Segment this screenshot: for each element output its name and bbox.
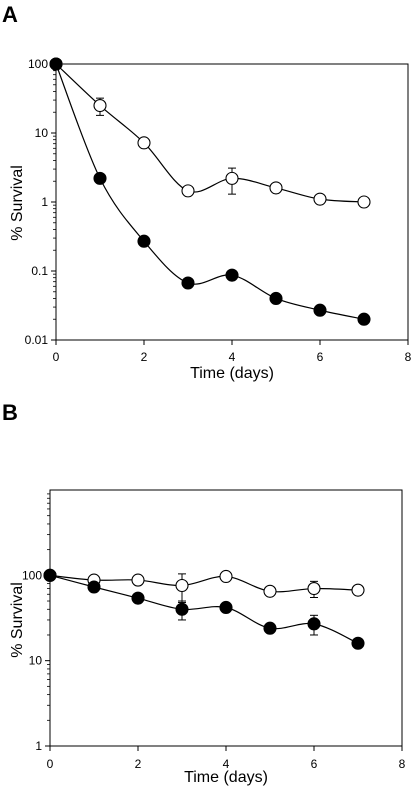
chart-panel-a: 0 2 4 6 8 0.01 0.1 1 10 100 Time (days) % Survival [9, 57, 412, 382]
x-tick-label: 2 [141, 350, 148, 364]
data-point [137, 234, 151, 248]
data-point [137, 136, 151, 150]
y-tick-label: 0.01 [25, 333, 49, 347]
data-point [263, 621, 277, 635]
x-tick-label: 8 [405, 350, 412, 364]
data-point [307, 582, 321, 596]
y-axis-title: % Survival [9, 582, 26, 658]
data-point [263, 584, 277, 598]
data-point [131, 573, 145, 587]
panel-a-letter: A [2, 2, 18, 27]
data-point [87, 580, 101, 594]
y-tick-label: 10 [35, 126, 49, 140]
x-tick-label: 2 [135, 757, 142, 771]
plot-frame [49, 489, 403, 747]
x-tick-label: 4 [223, 757, 230, 771]
data-point [269, 181, 283, 195]
data-point [43, 568, 57, 582]
x-tick-label: 0 [53, 350, 60, 364]
y-tick-label: 10 [29, 654, 43, 668]
data-point [269, 291, 283, 306]
series-open [49, 57, 371, 209]
data-point [225, 171, 239, 185]
data-point [175, 602, 189, 616]
x-tick-label: 0 [47, 757, 54, 771]
y-tick-label: 1 [41, 195, 48, 209]
data-point [93, 98, 107, 113]
data-point [181, 184, 195, 198]
data-point [357, 195, 371, 209]
data-point [351, 583, 365, 597]
x-axis-title: Time (days) [190, 365, 274, 382]
data-point [181, 276, 195, 290]
y-axis-title: % Survival [9, 165, 26, 241]
x-axis-title: Time (days) [184, 769, 268, 786]
data-point [175, 578, 189, 593]
y-tick-label: 0.1 [31, 264, 48, 278]
data-point [307, 617, 321, 631]
data-point [219, 600, 233, 615]
data-point [219, 569, 233, 584]
x-tick-label: 6 [317, 350, 324, 364]
data-point [93, 171, 107, 185]
y-tick-label: 1 [35, 739, 42, 753]
y-tick-label: 100 [22, 568, 42, 582]
x-tick-label: 6 [311, 757, 318, 771]
data-point [225, 268, 239, 282]
data-point [313, 303, 327, 317]
data-point [357, 312, 371, 326]
series-filled [49, 57, 371, 326]
y-tick-label: 100 [28, 57, 48, 71]
panel-b-letter: B [2, 400, 18, 425]
x-tick-label: 8 [399, 757, 406, 771]
data-point [131, 591, 145, 605]
data-point [49, 57, 63, 71]
chart-panel-b: 0 2 4 6 8 1 10 100 Time (days) % Survival [9, 489, 406, 786]
data-point [313, 192, 327, 206]
data-point [351, 636, 365, 650]
x-tick-label: 4 [229, 350, 236, 364]
series-filled [43, 568, 365, 650]
